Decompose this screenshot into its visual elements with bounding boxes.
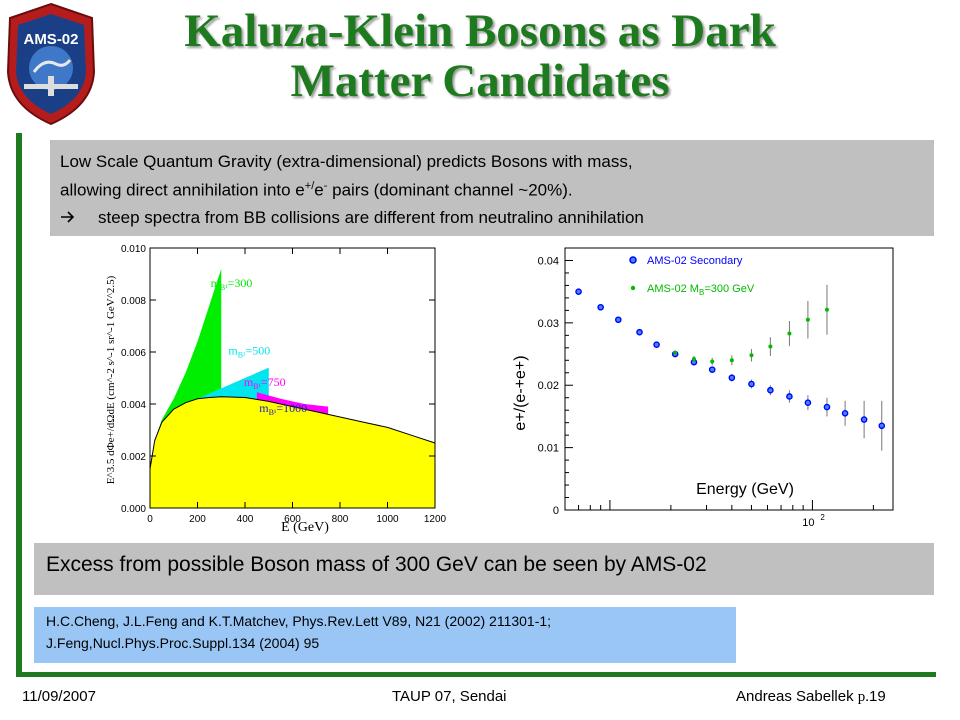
title-line-1: Kaluza-Klein Bosons as Dark xyxy=(184,5,776,57)
positron-fraction-chart: 0 0.01 0.02 0.03 0.04 10 2 AMS-02 Secondary AMS… xyxy=(505,238,903,534)
background-area xyxy=(150,396,435,508)
logo-text: AMS-02 xyxy=(23,31,78,48)
conclusion-text: Excess from possible Boson mass of 300 G… xyxy=(46,553,707,576)
right-y-tick-label: 0.04 xyxy=(538,255,559,267)
left-x-tick-label: 600 xyxy=(284,514,301,525)
series-label-0: mB¹=300 xyxy=(211,276,253,292)
intro-line-1: Low Scale Quantum Gravity (extra-dimensi… xyxy=(60,152,633,171)
left-x-axis-label: E (GeV) xyxy=(281,520,329,535)
left-x-tick-label: 400 xyxy=(237,514,254,525)
references-box: H.C.Cheng, J.L.Feng and K.T.Matchev, Phy… xyxy=(34,607,736,663)
data-point-boson xyxy=(805,317,810,322)
data-point-secondary xyxy=(878,422,886,430)
left-y-tick-label: 0.002 xyxy=(121,452,146,463)
background-curve xyxy=(149,396,436,470)
data-point-boson xyxy=(749,353,754,358)
right-y-tick-label: 0.02 xyxy=(538,380,559,392)
left-y-axis-label: E^3.5 dΦe+/dΩdE (cm^-2 s^-1 sr^-1 GeV^2.… xyxy=(105,275,117,484)
right-y-axis-label-text: e+/(e-+e+) xyxy=(512,355,529,430)
intro-line-3-text: steep spectra from BB collisions are dif… xyxy=(98,208,644,227)
legend-marker-0 xyxy=(629,256,637,264)
legend-label-0: AMS-02 Secondary xyxy=(647,255,743,267)
left-y-tick-label: 0.004 xyxy=(121,400,146,411)
data-point-secondary xyxy=(636,328,643,336)
right-y-tick-label: 0 xyxy=(553,505,559,517)
data-point-boson xyxy=(768,344,773,349)
data-point-secondary xyxy=(708,366,716,373)
intro-line-2-a: allowing direct annihilation into e xyxy=(60,180,305,200)
intro-line-2: allowing direct annihilation into e+/e- … xyxy=(60,180,573,201)
data-point-boson xyxy=(787,331,792,336)
left-y-tick-label: 0.000 xyxy=(121,504,146,515)
footer-author: Andreas Sabellek xyxy=(736,688,854,705)
left-x-tick-label: 1200 xyxy=(424,514,447,525)
title-line-2: Matter Candidates xyxy=(290,55,670,107)
left-x-tick-label: 200 xyxy=(189,514,206,525)
data-point-secondary xyxy=(615,316,622,324)
legend-marker-1 xyxy=(630,285,636,291)
intro-line-2-sup2: - xyxy=(323,180,328,192)
footer-conference: TAUP 07, Sendai xyxy=(392,688,507,705)
left-x-tick-label: 0 xyxy=(147,514,153,525)
data-point-secondary xyxy=(860,416,868,423)
data-point-secondary xyxy=(786,393,793,400)
intro-text-box: Low Scale Quantum Gravity (extra-dimensi… xyxy=(50,140,934,236)
data-point-boson xyxy=(824,307,829,312)
right-plot-frame xyxy=(564,247,894,511)
footer-author-page: Andreas Sabellek p.19 xyxy=(736,688,886,706)
conclusion-box: Excess from possible Boson mass of 300 G… xyxy=(34,543,934,595)
data-point-boson xyxy=(710,359,715,364)
data-point-secondary xyxy=(728,374,736,382)
right-y-tick-label: 0.01 xyxy=(538,443,559,455)
data-point-secondary xyxy=(653,341,660,348)
slide-title: Kaluza-Klein Bosons as Dark Matter Candi… xyxy=(100,6,860,106)
intro-line-2-b: e xyxy=(314,180,324,200)
series-label-1: mB¹=500 xyxy=(228,344,270,360)
arrow-right-icon xyxy=(61,211,75,223)
data-point-boson xyxy=(691,357,696,362)
data-point-secondary xyxy=(767,386,774,394)
footer-page-prefix: p. xyxy=(857,689,869,705)
data-point-secondary xyxy=(748,380,755,388)
right-x-tick-label-sup: 2 xyxy=(820,513,825,522)
left-y-axis-label-text: E^3.5 dΦe+/dΩdE (cm^-2 s^-1 sr^-1 GeV^2.… xyxy=(105,275,117,484)
kk-spectra-chart: E^3.5 dΦe+/dΩdE (cm^-2 s^-1 sr^-1 GeV^2.… xyxy=(90,240,460,540)
data-point-secondary xyxy=(575,288,582,295)
bottom-accent-bar xyxy=(16,672,936,677)
left-y-tick-label: 0.010 xyxy=(121,244,146,255)
left-y-tick-label: 0.008 xyxy=(121,296,146,307)
data-point-boson xyxy=(729,358,734,363)
right-x-tick-label: 10 xyxy=(802,517,814,529)
series-label-3: mB¹=1000 xyxy=(259,401,307,417)
footer-date: 11/09/2007 xyxy=(22,688,96,705)
data-point-secondary xyxy=(841,410,849,417)
left-x-tick-label: 800 xyxy=(332,514,349,525)
data-point-secondary xyxy=(804,399,812,407)
intro-line-2-c: pairs (dominant channel ~20%). xyxy=(327,180,573,200)
left-accent-bar xyxy=(16,133,22,676)
intro-line-2-sup: +/ xyxy=(304,180,315,192)
data-point-secondary xyxy=(597,303,604,311)
left-y-tick-label: 0.006 xyxy=(121,348,146,359)
reference-1: H.C.Cheng, J.L.Feng and K.T.Matchev, Phy… xyxy=(46,613,552,629)
intro-line-3: steep spectra from BB collisions are dif… xyxy=(60,208,644,228)
right-y-tick-label: 0.03 xyxy=(538,318,559,330)
data-point-boson xyxy=(673,350,678,355)
reference-2: J.Feng,Nucl.Phys.Proc.Suppl.134 (2004) 9… xyxy=(46,635,320,651)
footer-page-number: 19 xyxy=(869,688,886,705)
left-x-tick-label: 1000 xyxy=(376,514,399,525)
legend-label-1: AMS-02 MB=300 GeV xyxy=(647,283,755,297)
data-point-secondary xyxy=(823,403,831,411)
right-x-axis-label: Energy (GeV) xyxy=(696,481,794,498)
right-y-axis-label: e+/(e-+e+) xyxy=(512,355,529,430)
series-label-2: mB¹=750 xyxy=(244,375,286,391)
ams-02-logo: AMS-02 xyxy=(6,2,96,126)
